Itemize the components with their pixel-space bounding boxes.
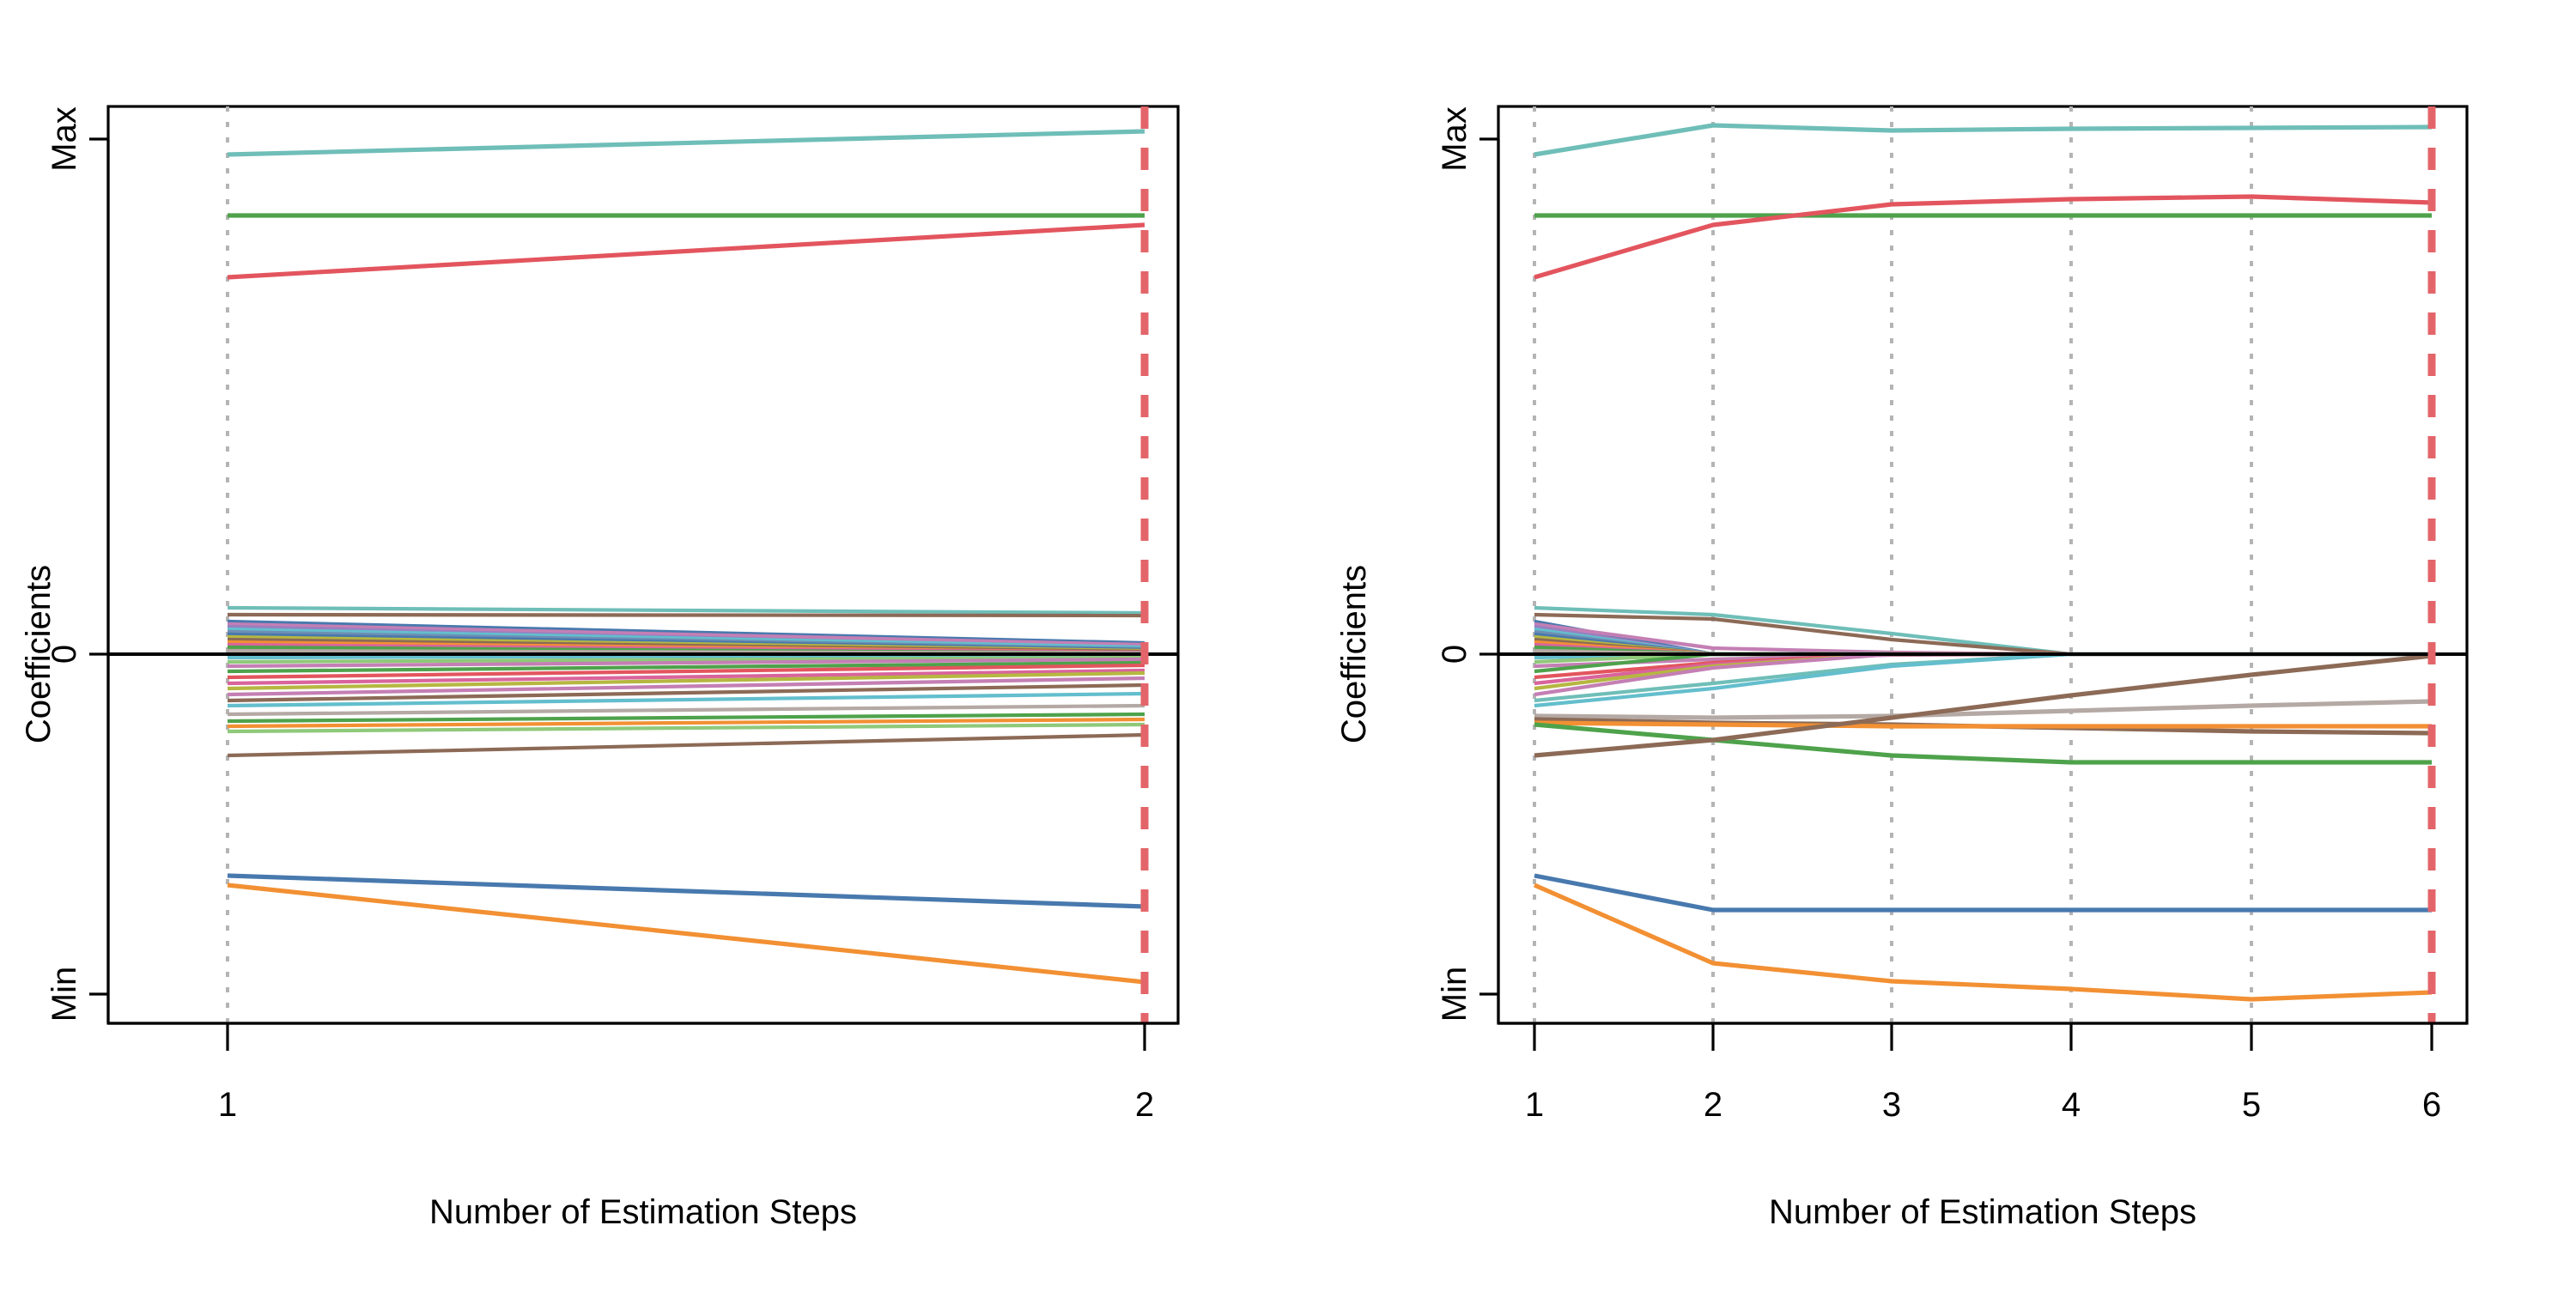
coefficient-line [227, 622, 1145, 647]
coefficient-line [227, 657, 1145, 669]
left-panel-ytick-label-zero: 0 [46, 645, 83, 664]
coefficient-line [1534, 653, 2433, 758]
right-panel-ytick-label-zero: 0 [1436, 645, 1473, 664]
left-panel-x-axis-title: Number of Estimation Steps [429, 1193, 857, 1231]
coefficient-line [227, 670, 1145, 691]
coefficient-line [227, 691, 1145, 708]
right-panel-xtick-label-1: 1 [1525, 1086, 1544, 1124]
coefficient-line [227, 722, 1145, 734]
coefficient-line [227, 627, 1145, 650]
right-panel-x-axis-title: Number of Estimation Steps [1769, 1193, 2196, 1231]
left-panel-xtick-label-2: 2 [1135, 1086, 1154, 1124]
right-panel-ytick-label-max: Max [1436, 106, 1473, 172]
coefficient-line [227, 703, 1145, 717]
right-panel-ytick-label-min: Min [1436, 967, 1473, 1022]
right-panel-xtick-label-5: 5 [2242, 1086, 2261, 1124]
right-panel: Coefficients Max 0 Min [1335, 105, 2469, 1231]
coefficient-line [227, 883, 1145, 985]
right-panel-xtick-label-3: 3 [1882, 1086, 1901, 1124]
coefficient-line [227, 873, 1145, 909]
coefficient-line [227, 712, 1145, 724]
coefficient-line [1534, 722, 2432, 765]
right-panel-xtick-label-4: 4 [2062, 1086, 2081, 1124]
coefficient-line [227, 605, 1145, 616]
coefficient-line [227, 676, 1145, 697]
coefficient-line [227, 612, 1145, 618]
coefficient-line [1533, 883, 2433, 1002]
coefficient-line [1534, 873, 2432, 913]
coefficient-line [1534, 194, 2433, 280]
left-panel-ytick-label-max: Max [46, 106, 83, 172]
coefficient-line [227, 663, 1145, 680]
right-panel-y-axis-title: Coefficients [1335, 565, 1373, 743]
left-panel-xtick-label-1: 1 [218, 1086, 237, 1124]
left-panel-y-axis-title: Coefficients [20, 565, 58, 743]
right-panel-xtick-label-6: 6 [2422, 1086, 2441, 1124]
coefficient-line [1534, 699, 2433, 720]
coefficient-line [1534, 720, 2432, 729]
coefficient-line [227, 129, 1145, 157]
coefficient-line [227, 222, 1145, 280]
coefficient-line [227, 660, 1145, 674]
left-panel-ytick-label-min: Min [46, 967, 83, 1022]
coefficient-line [227, 619, 1145, 646]
coefficient-line [227, 732, 1145, 758]
coefficient-line [227, 682, 1145, 703]
coefficient-line [1534, 123, 2433, 157]
coefficient-line [227, 717, 1145, 729]
right-panel-xtick-label-2: 2 [1704, 1086, 1722, 1124]
coefficient-line [227, 668, 1145, 686]
left-panel: Coefficients Max 0 Min [20, 105, 1180, 1231]
coefficient-line [227, 655, 1145, 664]
